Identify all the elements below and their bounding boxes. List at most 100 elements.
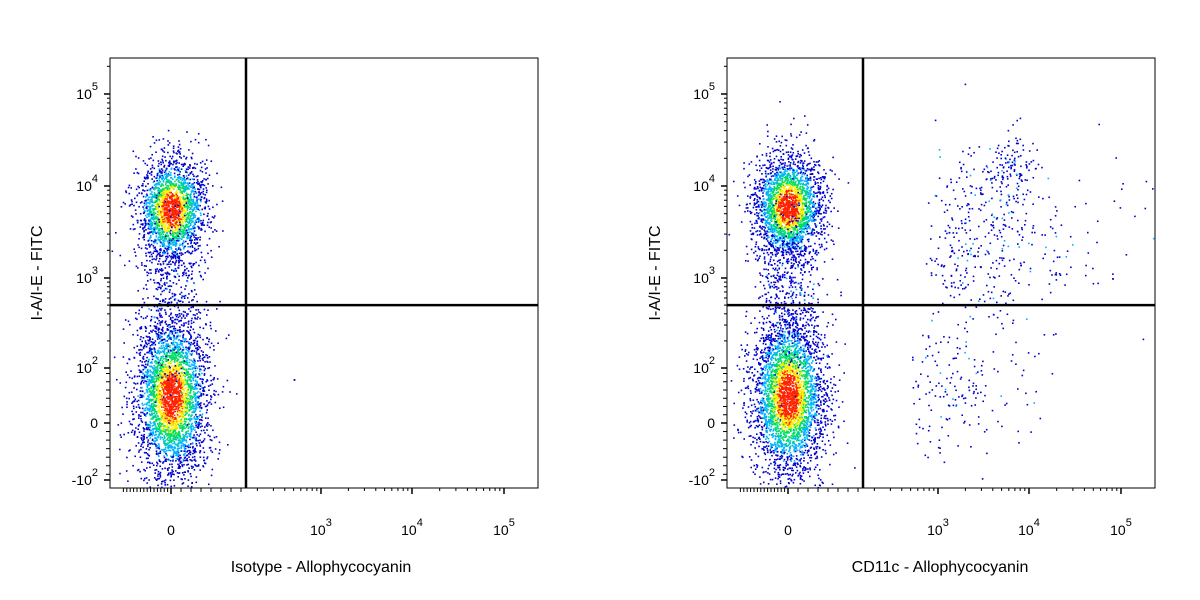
event-dot <box>199 451 201 454</box>
event-dot <box>154 188 156 191</box>
event-dot <box>215 390 217 393</box>
event-dot <box>152 216 154 219</box>
event-dot <box>165 389 168 392</box>
event-dot <box>166 214 168 216</box>
event-dot <box>174 239 176 242</box>
event-dot <box>191 246 194 248</box>
event-dot <box>194 339 196 342</box>
event-dot <box>189 206 192 209</box>
event-dot <box>163 409 166 412</box>
event-dot <box>147 339 149 342</box>
event-dot <box>161 216 163 218</box>
event-dot <box>147 244 150 246</box>
event-dot <box>154 472 156 474</box>
event-dot <box>173 151 175 154</box>
event-dot <box>193 216 195 218</box>
event-dot <box>146 426 148 429</box>
event-dot <box>188 188 190 190</box>
event-dot <box>156 242 158 245</box>
event-dot <box>152 230 154 233</box>
event-dot <box>165 167 168 170</box>
event-dot <box>194 227 196 229</box>
event-dot <box>158 197 160 199</box>
event-dot <box>188 423 190 426</box>
event-dot <box>131 410 133 413</box>
event-dot <box>168 205 171 207</box>
event-dot <box>161 367 164 370</box>
event-dot <box>175 352 177 355</box>
event-dot <box>210 395 212 397</box>
event-dot <box>153 247 155 249</box>
event-dot <box>146 175 149 177</box>
event-dot <box>179 335 181 337</box>
event-dot <box>146 177 149 180</box>
event-dot <box>171 421 173 424</box>
event-dot <box>174 202 177 205</box>
event-dot <box>174 318 177 321</box>
event-dot <box>142 368 144 371</box>
event-dot <box>185 226 187 228</box>
event-dot <box>165 225 167 227</box>
event-dot <box>179 178 182 180</box>
event-dot <box>160 268 163 270</box>
event-dot <box>185 207 187 210</box>
event-dot <box>167 473 170 476</box>
event-dot <box>187 217 189 220</box>
event-dot <box>196 396 198 399</box>
event-dot <box>177 213 180 215</box>
event-dot <box>182 335 184 337</box>
event-dot <box>162 351 165 354</box>
event-dot <box>205 411 208 414</box>
event-dot <box>180 184 182 187</box>
event-dot <box>173 207 176 209</box>
event-dot <box>154 366 157 368</box>
event-dot <box>189 345 191 347</box>
event-dot <box>161 399 164 402</box>
event-dot <box>154 431 157 434</box>
event-dot <box>175 241 177 243</box>
event-dot <box>155 411 158 413</box>
event-dot <box>171 466 174 468</box>
event-dot <box>180 366 182 368</box>
event-dot <box>182 453 185 456</box>
event-dot <box>199 410 201 412</box>
event-dot <box>178 255 180 258</box>
event-dot <box>171 378 173 380</box>
event-dot <box>183 474 185 476</box>
event-dot <box>157 425 160 428</box>
event-dot <box>166 180 169 182</box>
event-dot <box>143 479 145 482</box>
event-dot <box>178 162 180 164</box>
event-dot <box>141 407 144 410</box>
event-dot <box>174 420 177 423</box>
event-dot <box>142 427 145 429</box>
event-dot <box>149 237 151 239</box>
event-dot <box>175 451 178 453</box>
event-dot <box>150 418 152 420</box>
event-dot <box>184 338 186 340</box>
event-dot <box>166 276 168 278</box>
event-dot <box>144 409 147 412</box>
event-dot <box>151 223 153 226</box>
event-dot <box>204 201 207 203</box>
event-dot <box>183 471 186 473</box>
event-dot <box>205 159 208 161</box>
event-dot <box>195 382 198 385</box>
event-dot <box>152 432 155 434</box>
event-dot <box>157 436 160 439</box>
event-dot <box>139 394 142 396</box>
event-dot <box>160 448 163 451</box>
event-dot <box>197 208 200 211</box>
event-dot <box>137 425 140 427</box>
event-dot <box>201 382 204 385</box>
event-dot <box>156 225 159 227</box>
event-dot <box>177 404 179 406</box>
event-dot <box>146 378 149 381</box>
event-dot <box>160 204 163 207</box>
event-dot <box>185 204 187 206</box>
event-dot <box>201 181 203 183</box>
event-dot <box>137 244 139 246</box>
event-dot <box>139 226 142 228</box>
event-dot <box>148 349 151 351</box>
event-dot <box>167 175 169 177</box>
